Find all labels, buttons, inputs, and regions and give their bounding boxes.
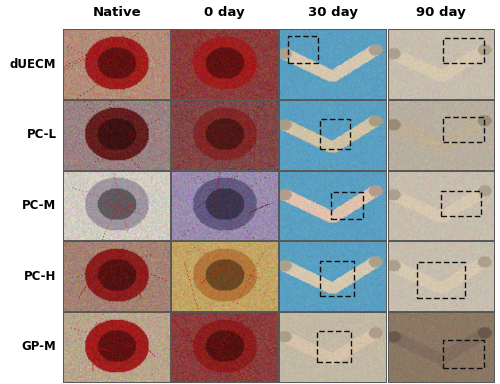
Bar bbox=[441, 191, 482, 216]
Bar bbox=[443, 117, 484, 142]
Text: 90 day: 90 day bbox=[416, 7, 466, 20]
Bar bbox=[320, 119, 350, 149]
Bar bbox=[320, 261, 354, 296]
Text: PC-H: PC-H bbox=[24, 270, 56, 283]
Text: 30 day: 30 day bbox=[308, 7, 358, 20]
Text: Native: Native bbox=[92, 7, 141, 20]
Bar bbox=[330, 192, 362, 219]
Bar bbox=[443, 38, 484, 63]
Text: PC-L: PC-L bbox=[26, 128, 56, 141]
Bar bbox=[288, 36, 318, 63]
Bar bbox=[443, 340, 484, 367]
Text: GP-M: GP-M bbox=[22, 340, 56, 353]
Text: dUECM: dUECM bbox=[10, 58, 56, 71]
Bar bbox=[317, 331, 351, 362]
Text: PC-M: PC-M bbox=[22, 199, 56, 212]
Text: 0 day: 0 day bbox=[204, 7, 245, 20]
Bar bbox=[418, 262, 466, 298]
